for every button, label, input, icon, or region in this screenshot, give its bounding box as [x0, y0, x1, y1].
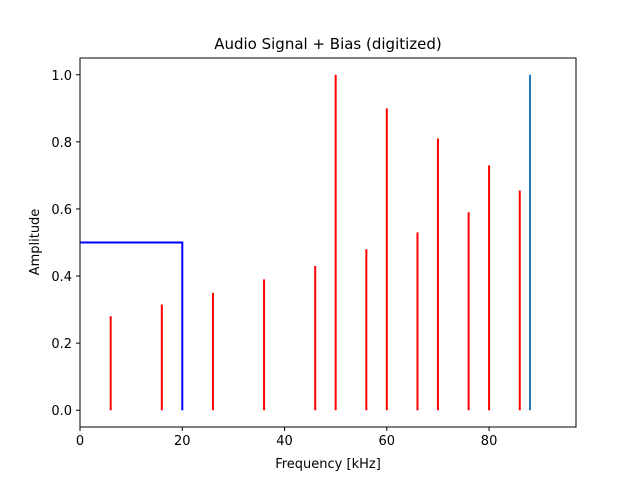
x-tick-label-4: 80 [481, 434, 498, 449]
x-tick-label-2: 40 [276, 434, 293, 449]
y-tick-label-2: 0.4 [51, 270, 72, 285]
series-layer [80, 74, 531, 411]
x-tick-label-1: 20 [174, 434, 191, 449]
series-0-step-line [80, 241, 184, 411]
x-axis-label: Frequency [kHz] [275, 457, 381, 472]
plot-frame [79, 57, 577, 428]
y-tick-label-1: 0.2 [51, 337, 72, 352]
chart-title: Audio Signal + Bias (digitized) [214, 35, 442, 53]
x-tick-label-0: 0 [76, 434, 84, 449]
y-tick-label-0: 0.0 [51, 404, 72, 419]
y-tick-label-3: 0.6 [51, 203, 72, 218]
y-tick-label-4: 0.8 [51, 136, 72, 151]
x-tick-label-3: 60 [379, 434, 396, 449]
ticks-layer: 0 20 40 60 80 0.0 0.2 0.4 0.6 0.8 1.0 [51, 69, 497, 449]
y-tick-label-5: 1.0 [51, 69, 72, 84]
y-axis-label: Amplitude [28, 209, 43, 276]
